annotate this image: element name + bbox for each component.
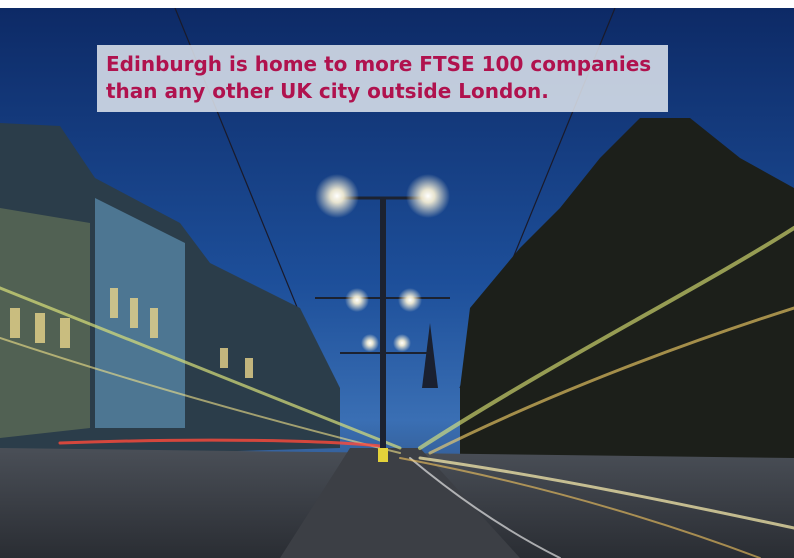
street-lamp: [315, 174, 450, 462]
tram-track: [280, 448, 520, 558]
light-trails: [0, 226, 794, 558]
caption-box: Edinburgh is home to more FTSE 100 compa…: [97, 45, 668, 112]
windows: [10, 288, 253, 378]
lit-facade: [95, 198, 185, 428]
caption-line: Edinburgh is home to more FTSE 100 compa…: [106, 52, 652, 76]
caption-line: than any other UK city outside London.: [106, 79, 549, 103]
trees-right: [460, 118, 794, 468]
spire: [422, 323, 438, 388]
